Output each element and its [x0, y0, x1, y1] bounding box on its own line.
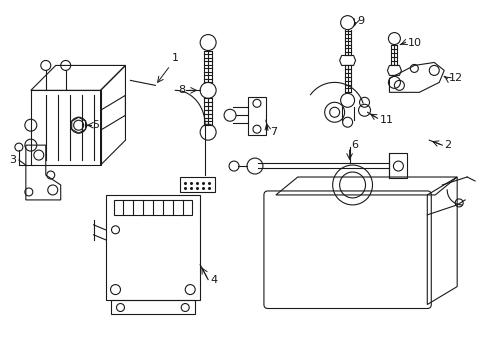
- Text: 2: 2: [443, 140, 450, 150]
- Text: 8: 8: [178, 85, 185, 95]
- Text: 1: 1: [172, 53, 179, 63]
- Text: 3: 3: [9, 155, 16, 165]
- Text: 6: 6: [351, 140, 358, 150]
- Text: 5: 5: [92, 120, 100, 130]
- Text: 11: 11: [379, 115, 393, 125]
- Text: 4: 4: [210, 275, 217, 285]
- Text: 7: 7: [269, 127, 277, 137]
- Text: 12: 12: [448, 73, 463, 84]
- Text: 9: 9: [357, 15, 364, 26]
- Text: 10: 10: [407, 37, 421, 48]
